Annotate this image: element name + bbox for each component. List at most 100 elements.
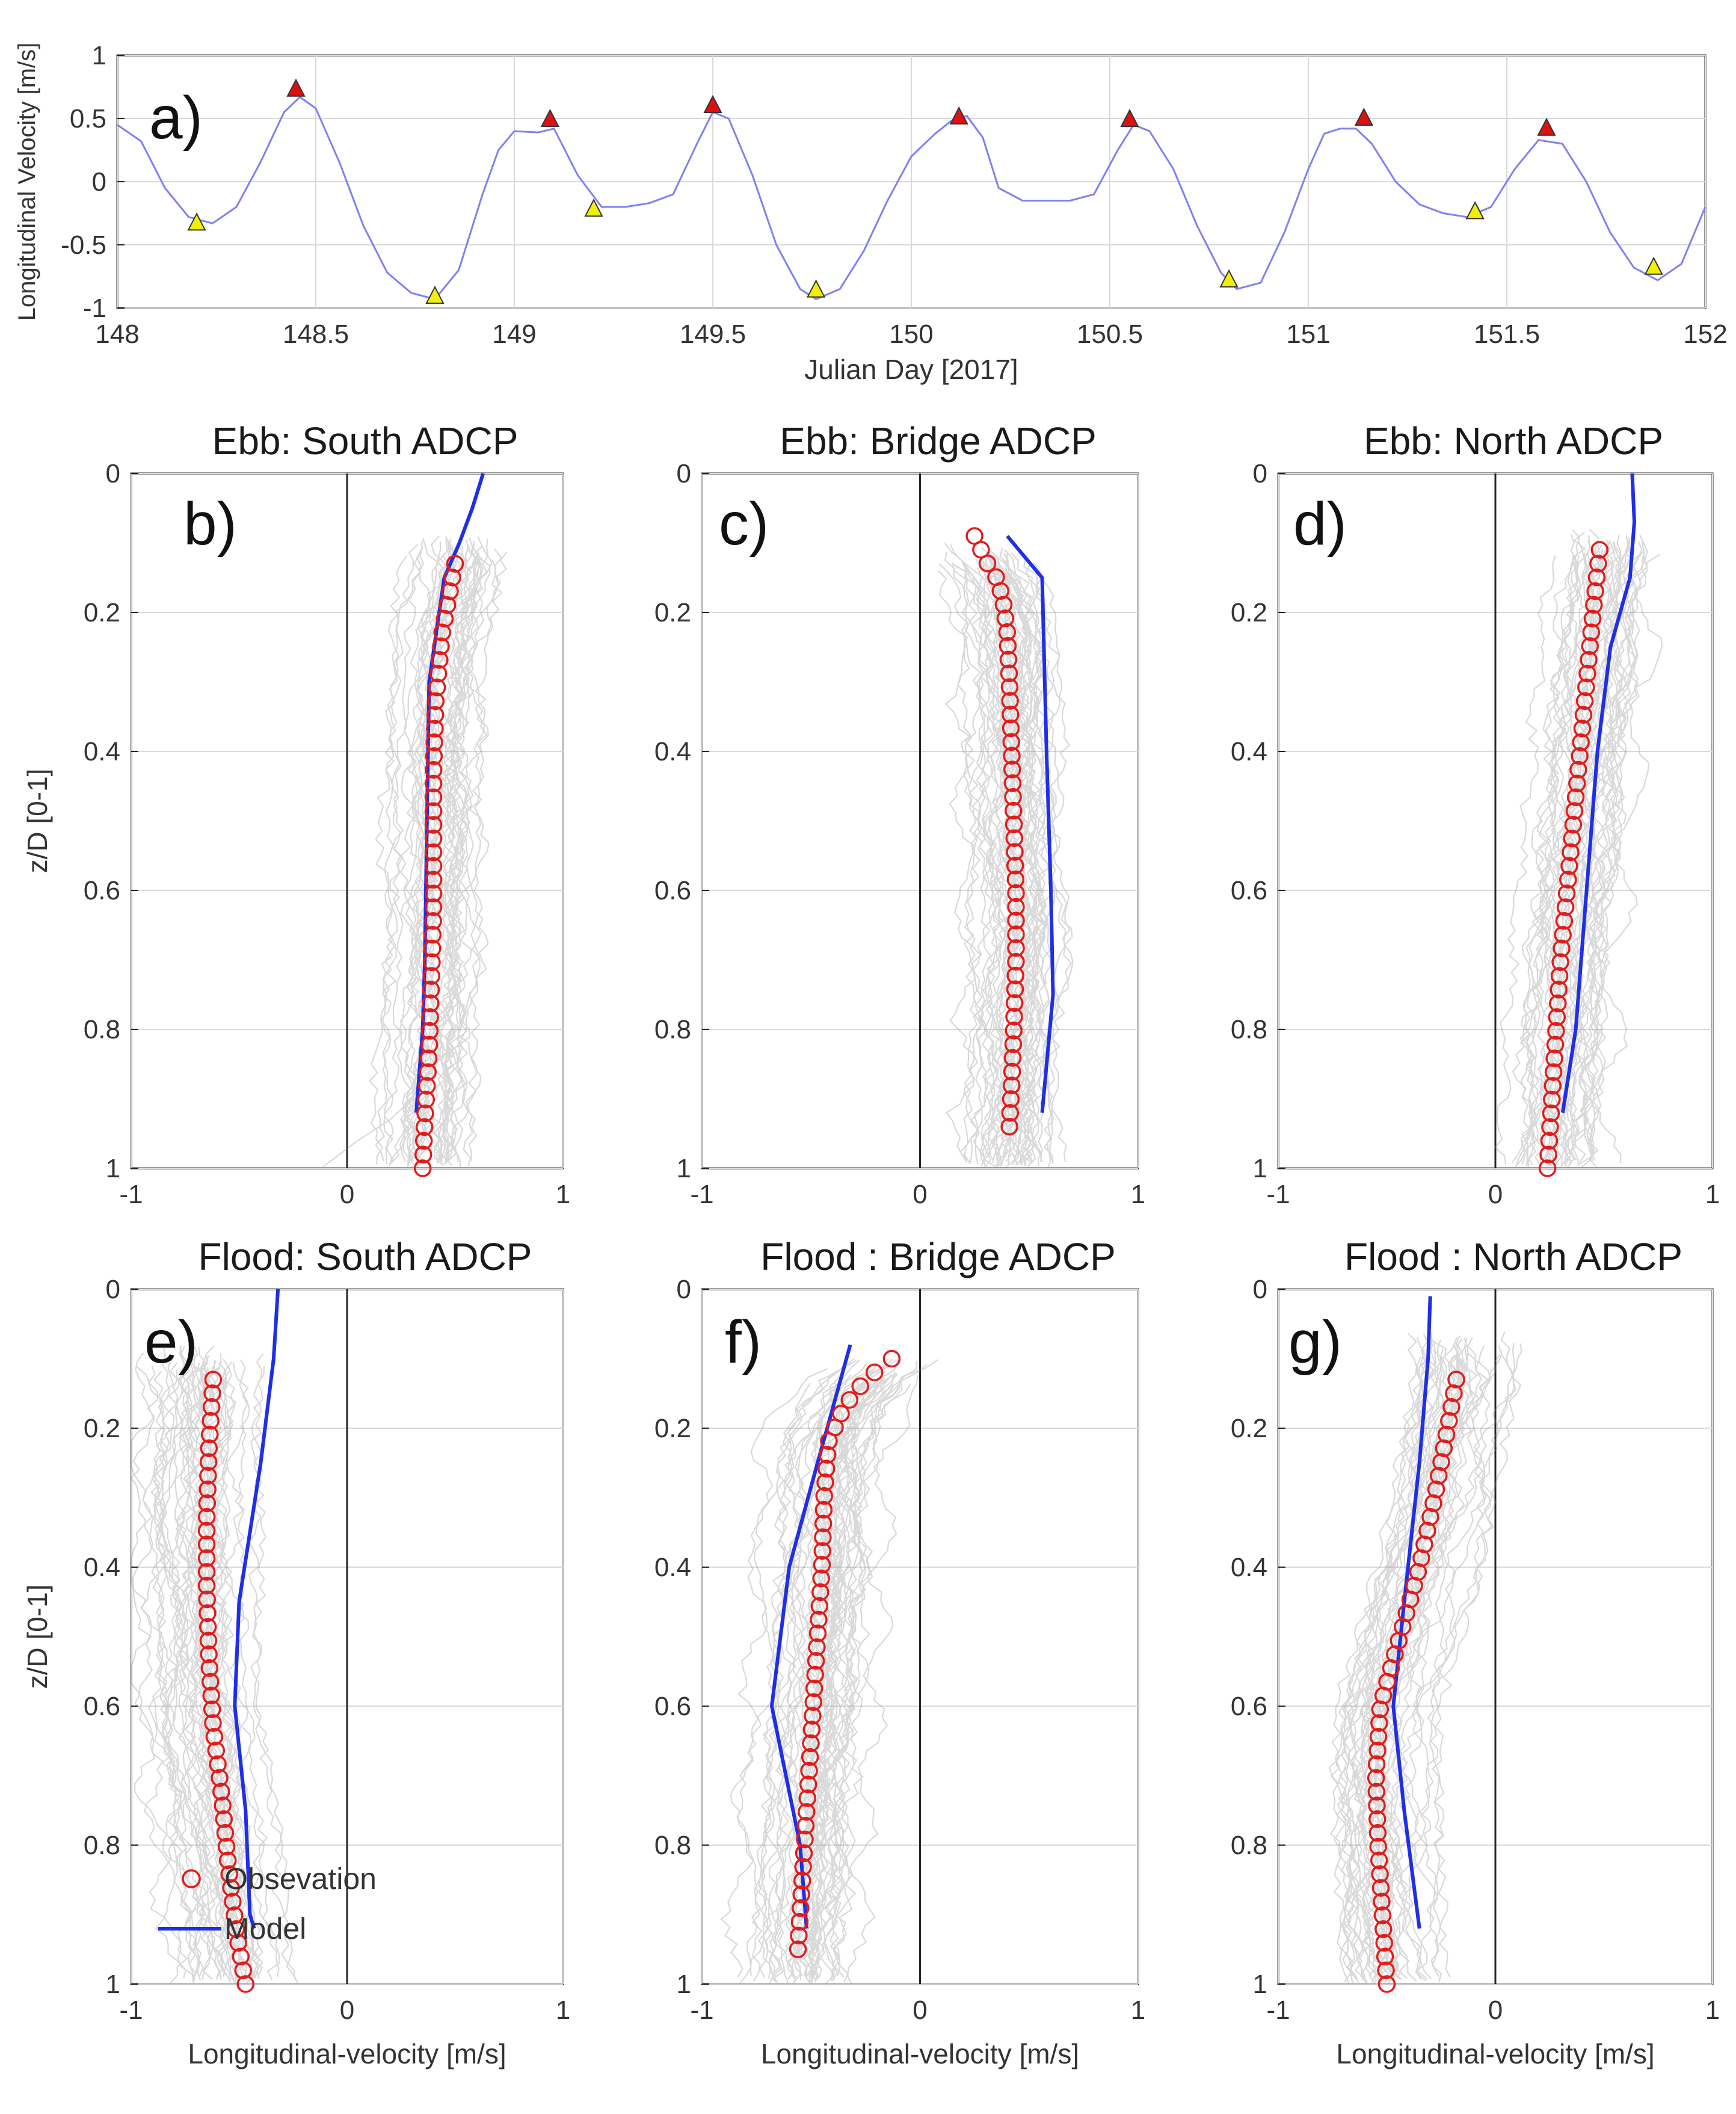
x-tick-label: 1 [1131,1180,1145,1209]
legend-observation-label: Obsevation [224,1862,377,1896]
profile-line [762,1382,840,1984]
high-tide-marker [949,106,968,125]
profile-line [803,1378,883,1980]
observation-point [1549,994,1567,1012]
observation-point [422,981,440,999]
profile-line [1585,552,1645,1161]
profile-line [1394,1354,1501,1980]
observation-point [423,953,441,972]
profile-line [977,567,1014,1168]
observation-point [1006,966,1024,985]
observation-point [793,1872,811,1890]
observation-point [422,994,440,1012]
profile-line [820,1383,893,1985]
x-tick-label: 149.5 [680,319,746,349]
observation-point [417,1091,436,1109]
observation-point [424,760,443,779]
profile-line [952,562,991,1164]
observation-point [811,1583,830,1601]
observation-point [814,1500,833,1519]
profile-line [161,1346,206,1981]
profile-line [1338,1333,1432,1984]
profile-line [1579,535,1639,1162]
observation-point [1424,1494,1442,1512]
profile-line [170,1345,222,1980]
panel-b: -1 0 1 0 0.2 0.4 0.6 0.8 1 Ebb: South ADCP z/D [0-… [22,419,570,1209]
observation-point [1568,774,1586,793]
observation-point [218,1851,237,1870]
x-tick-label: 0 [913,1995,927,2025]
observation-point [424,830,443,848]
observation-point [813,1542,831,1560]
observation-point [424,774,443,793]
observation-point [1368,1796,1386,1814]
observation-point [202,1672,220,1691]
y-tick-label: 1 [1253,1154,1267,1183]
profile-line [831,1363,928,1982]
observation-point [197,1576,216,1595]
profile-line [1345,1357,1436,1983]
profile-line [938,570,980,1163]
profile-line [444,538,489,1165]
profile-line [823,1359,938,1977]
x-tick-label: 0 [340,1180,354,1209]
profile-line [175,1363,232,1981]
observation-point [433,623,451,642]
profile-line [944,551,982,1161]
observation-point [419,1049,438,1068]
low-tide-marker [1219,269,1239,288]
profile-line [981,559,1020,1161]
profile-line [1511,529,1581,1164]
observation-point [814,1514,833,1533]
observation-point [414,1132,433,1150]
observation-point [1435,1439,1453,1458]
profile-line [182,1367,229,1977]
observation-point [1415,1535,1433,1553]
profile-line [815,1361,918,1979]
observation-point [1557,884,1576,902]
y-tick-label: 0 [677,1275,691,1304]
profile-line [1343,1349,1443,1984]
y-tick-label: 0.6 [654,876,691,905]
profile-line [1011,552,1053,1162]
x-tick-label: 1 [556,1995,570,2025]
observation-point [1581,637,1599,655]
observation-point [1368,1824,1387,1842]
observation-point [424,884,443,903]
profile-line [1555,556,1614,1165]
observation-point [424,843,443,861]
y-tick-label: 0.8 [1231,1015,1267,1044]
profile-line [1581,541,1648,1168]
profile-line [803,1374,906,1984]
observation-point [423,926,442,944]
high-tide-marker [286,78,306,97]
observation-point [199,1453,218,1471]
low-tide-marker [425,285,445,304]
observation-point [1002,719,1020,738]
profile-line [1360,1339,1450,1982]
observation-point [798,1789,817,1807]
profile-line [808,1374,893,1983]
observation-point [801,1748,819,1766]
panel-label: a) [149,84,203,152]
profile-line [404,539,455,1165]
ensemble-profiles [130,1345,298,1985]
observation-point [1368,1742,1387,1760]
profile-line [1025,562,1067,1164]
observation-point [1007,939,1025,957]
y-tick-label: 0.2 [84,598,120,627]
profile-line [321,1098,413,1169]
observation-point [1005,815,1023,834]
profile-line [1032,569,1074,1162]
observation-point [222,1879,240,1897]
profile-line [758,1381,842,1983]
profile-line [417,538,458,1165]
profile-line [209,1369,255,1979]
profile-line [1420,1331,1516,1983]
x-tick-label: 152 [1683,319,1727,349]
observation-point [1007,952,1025,971]
observation-point [1005,801,1023,820]
x-tick-label: 0 [340,1995,354,2025]
observation-point [1437,1425,1456,1444]
